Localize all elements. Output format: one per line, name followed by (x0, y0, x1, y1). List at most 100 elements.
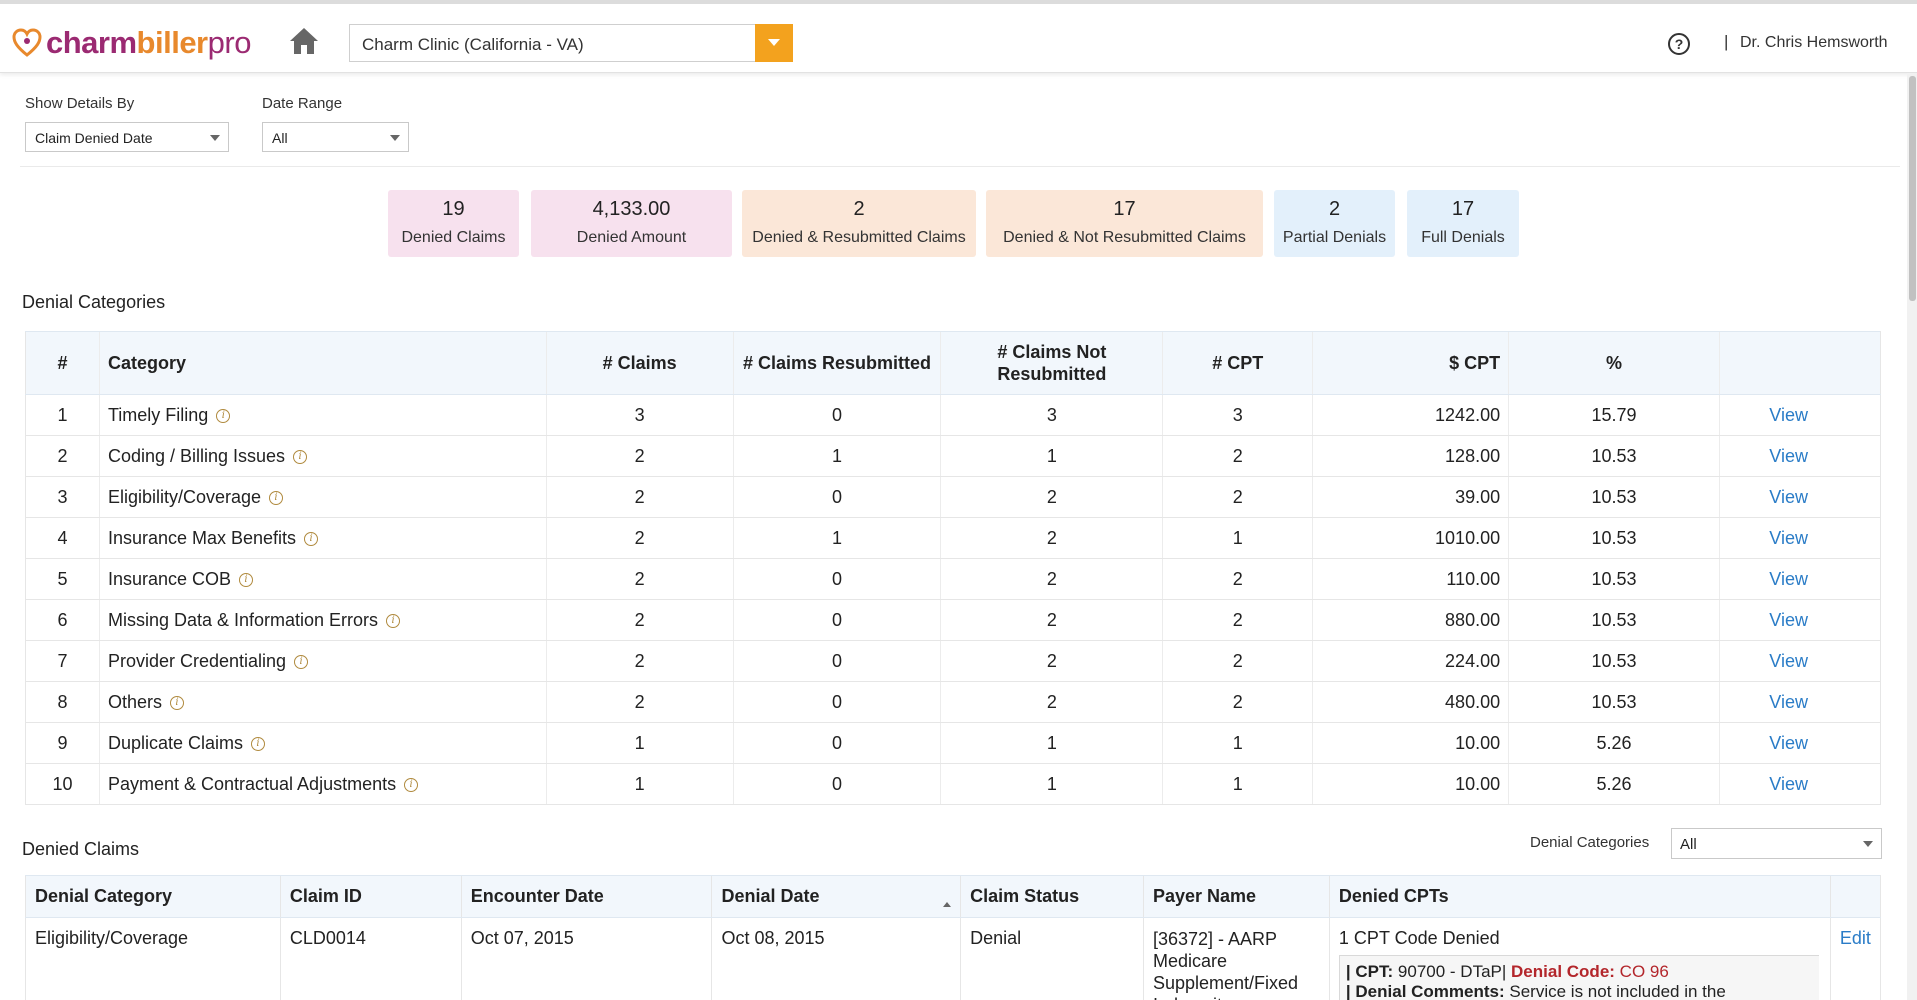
cell-not-resubmitted: 2 (940, 517, 1163, 559)
cell-not-resubmitted: 2 (940, 599, 1163, 641)
page-scrollbar-thumb[interactable] (1909, 76, 1916, 301)
cell-cpt-amount: 1242.00 (1312, 394, 1509, 436)
logo-text-charm: charm (46, 25, 137, 60)
cell-claim-status: Denial (960, 917, 1144, 1000)
cell-cpt: 2 (1162, 599, 1313, 641)
home-icon[interactable] (288, 26, 320, 56)
view-link[interactable]: View (1769, 445, 1808, 466)
show-details-label: Show Details By (25, 95, 135, 112)
cell-resubmitted: 0 (732, 558, 941, 600)
divider (20, 166, 1900, 167)
summary-card-full-denials[interactable]: 17 Full Denials (1407, 190, 1519, 257)
info-icon[interactable]: i (404, 777, 419, 792)
cell-denied-cpts: 1 CPT Code Denied | CPT: 90700 - DTaP| D… (1328, 917, 1831, 1000)
cell-not-resubmitted: 2 (940, 558, 1163, 600)
info-icon[interactable]: i (169, 695, 184, 710)
category-label: Timely Filing (107, 404, 209, 425)
col-header-encounter-date[interactable]: Encounter Date (460, 875, 712, 918)
cell-resubmitted: 0 (732, 599, 941, 641)
col-header-actions (1829, 875, 1882, 918)
cell-resubmitted: 0 (732, 640, 941, 682)
cell-category: Missing Data & Information Errors i (98, 599, 547, 641)
info-icon[interactable]: i (216, 408, 231, 423)
cell-percent: 10.53 (1508, 517, 1720, 559)
cell-payer-name: [36372] - AARP Medicare Supplement/Fixed… (1142, 917, 1330, 1000)
col-header-claim-id[interactable]: Claim ID (279, 875, 462, 918)
cell-category: Coding / Billing Issues i (98, 435, 547, 477)
cell-num: 5 (25, 558, 100, 600)
category-label: Others (107, 691, 162, 712)
category-label: Provider Credentialing (107, 650, 287, 671)
col-header-denial-date[interactable]: Denial Date (711, 875, 961, 918)
user-menu[interactable]: Dr. Chris Hemsworth (1740, 34, 1888, 51)
cell-cpt: 1 (1162, 722, 1313, 764)
col-header-percent: % (1508, 331, 1720, 395)
cell-not-resubmitted: 2 (940, 681, 1163, 723)
view-link[interactable]: View (1769, 568, 1808, 589)
app-logo[interactable]: charm biller pro (12, 25, 251, 61)
view-link[interactable]: View (1769, 609, 1808, 630)
denial-code-label: Denial Code: (1511, 962, 1615, 981)
cell-claims: 2 (545, 517, 734, 559)
edit-link[interactable]: Edit (1839, 928, 1871, 948)
info-icon[interactable]: i (251, 736, 265, 751)
cell-actions: View (1718, 394, 1882, 436)
date-range-label: Date Range (262, 95, 343, 112)
category-label: Eligibility/Coverage (107, 486, 262, 507)
cell-denial-date: Oct 08, 2015 (711, 917, 961, 1000)
view-link[interactable]: View (1769, 773, 1808, 794)
view-link[interactable]: View (1769, 650, 1808, 671)
logo-text-biller: biller (136, 25, 209, 60)
summary-value: 17 (1451, 198, 1475, 220)
summary-card-denied-claims[interactable]: 19 Denied Claims (388, 190, 519, 257)
info-icon[interactable]: i (386, 613, 401, 628)
cell-not-resubmitted: 3 (940, 394, 1163, 436)
cell-actions: View (1718, 681, 1882, 723)
cell-cpt-amount: 880.00 (1312, 599, 1509, 641)
clinic-dropdown-button[interactable] (755, 24, 793, 62)
info-icon[interactable]: i (269, 490, 284, 505)
help-icon[interactable]: ? (1668, 33, 1690, 55)
col-header-num: # (25, 331, 100, 395)
cell-claims: 2 (545, 435, 734, 477)
logo-text-pro: pro (207, 25, 252, 60)
summary-card-denied-resubmitted[interactable]: 2 Denied & Resubmitted Claims (742, 190, 976, 257)
summary-label: Denied & Resubmitted Claims (752, 229, 966, 246)
category-label: Missing Data & Information Errors (107, 609, 379, 630)
summary-card-partial-denials[interactable]: 2 Partial Denials (1274, 190, 1395, 257)
table-row: 3 Eligibility/Coverage i 2 0 2 2 39.00 10.53 View (25, 476, 1882, 518)
page-scrollbar-track[interactable] (1907, 73, 1917, 1000)
col-header-denied-cpts[interactable]: Denied CPTs (1328, 875, 1831, 918)
cell-cpt: 2 (1162, 640, 1313, 682)
sort-up-icon[interactable] (943, 902, 952, 907)
info-icon[interactable]: i (293, 449, 308, 464)
view-link[interactable]: View (1769, 691, 1808, 712)
chevron-down-icon (1863, 841, 1873, 847)
cell-actions: View (1718, 763, 1882, 805)
summary-card-denied-not-resubmitted[interactable]: 17 Denied & Not Resubmitted Claims (986, 190, 1263, 257)
denial-categories-filter-select[interactable]: All (1671, 828, 1882, 859)
summary-label: Partial Denials (1282, 229, 1387, 246)
view-link[interactable]: View (1769, 527, 1808, 548)
view-link[interactable]: View (1769, 486, 1808, 507)
col-header-denial-category[interactable]: Denial Category (25, 875, 281, 918)
summary-value: 19 (442, 198, 465, 220)
cell-num: 4 (25, 517, 100, 559)
show-details-select[interactable]: Claim Denied Date (25, 122, 229, 152)
info-icon[interactable]: i (239, 572, 254, 587)
view-link[interactable]: View (1769, 404, 1808, 425)
category-label: Duplicate Claims (107, 732, 243, 753)
cell-actions: View (1718, 722, 1882, 764)
chevron-down-icon (210, 135, 220, 141)
info-icon[interactable]: i (294, 654, 309, 669)
date-range-select[interactable]: All (262, 122, 409, 152)
view-link[interactable]: View (1769, 732, 1808, 753)
col-header-not-resubmitted: # Claims Not Resubmitted (940, 331, 1163, 395)
info-icon[interactable]: i (304, 531, 319, 546)
date-range-value: All (272, 130, 288, 146)
cell-resubmitted: 0 (732, 476, 941, 518)
col-header-payer-name[interactable]: Payer Name (1142, 875, 1330, 918)
col-header-claim-status[interactable]: Claim Status (960, 875, 1144, 918)
summary-card-denied-amount[interactable]: 4,133.00 Denied Amount (531, 190, 732, 257)
clinic-select[interactable]: Charm Clinic (California - VA) (349, 24, 793, 62)
